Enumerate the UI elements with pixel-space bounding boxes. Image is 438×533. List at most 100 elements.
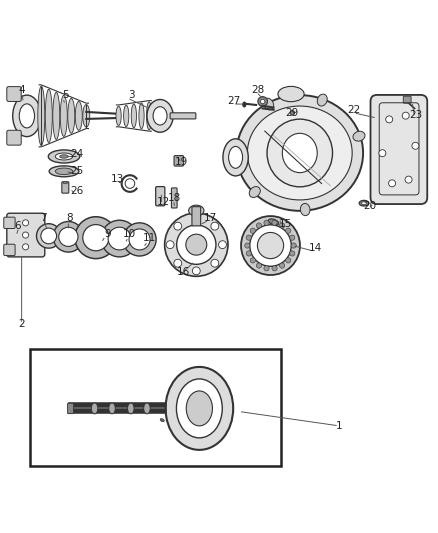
FancyBboxPatch shape [7, 213, 45, 257]
Ellipse shape [278, 86, 304, 102]
FancyBboxPatch shape [174, 156, 184, 166]
Ellipse shape [247, 106, 352, 200]
Text: 5: 5 [62, 91, 69, 100]
Circle shape [192, 267, 200, 275]
Circle shape [174, 222, 182, 230]
FancyBboxPatch shape [7, 87, 21, 101]
Ellipse shape [258, 232, 284, 259]
Ellipse shape [139, 103, 144, 129]
Text: 26: 26 [71, 187, 84, 196]
FancyBboxPatch shape [4, 217, 15, 229]
Text: 10: 10 [123, 229, 136, 239]
Ellipse shape [261, 99, 265, 103]
Ellipse shape [101, 220, 138, 257]
Text: 20: 20 [363, 201, 376, 211]
Ellipse shape [109, 403, 115, 414]
Text: 11: 11 [142, 233, 156, 243]
Circle shape [386, 116, 393, 123]
Ellipse shape [166, 367, 233, 450]
Circle shape [174, 259, 182, 267]
Text: 28: 28 [252, 85, 265, 95]
Ellipse shape [268, 219, 279, 225]
Ellipse shape [63, 182, 67, 184]
Ellipse shape [177, 225, 216, 264]
Ellipse shape [189, 205, 204, 216]
Circle shape [22, 220, 28, 226]
Ellipse shape [229, 147, 243, 168]
FancyBboxPatch shape [192, 207, 201, 226]
FancyBboxPatch shape [62, 182, 69, 193]
FancyBboxPatch shape [67, 403, 74, 414]
Ellipse shape [272, 266, 277, 271]
Text: 8: 8 [67, 214, 73, 223]
Ellipse shape [286, 228, 291, 233]
Text: 3: 3 [128, 91, 135, 100]
Ellipse shape [245, 243, 250, 248]
Circle shape [22, 232, 28, 238]
Ellipse shape [41, 228, 57, 244]
Text: 2: 2 [18, 319, 25, 329]
Ellipse shape [279, 223, 285, 228]
Ellipse shape [177, 379, 222, 438]
Ellipse shape [144, 403, 150, 414]
Circle shape [379, 150, 386, 157]
Text: 24: 24 [71, 149, 84, 159]
Ellipse shape [267, 119, 332, 187]
Text: 22: 22 [348, 105, 361, 115]
Circle shape [192, 215, 200, 222]
Ellipse shape [290, 251, 295, 256]
Circle shape [389, 180, 396, 187]
Text: 27: 27 [228, 96, 241, 107]
FancyBboxPatch shape [170, 113, 196, 119]
Circle shape [22, 244, 28, 250]
FancyBboxPatch shape [4, 244, 15, 256]
Ellipse shape [291, 243, 296, 248]
Text: 9: 9 [104, 229, 111, 239]
Ellipse shape [124, 105, 129, 126]
Ellipse shape [131, 104, 137, 128]
Ellipse shape [147, 100, 173, 132]
Ellipse shape [49, 166, 79, 177]
Ellipse shape [129, 229, 150, 250]
Text: 15: 15 [279, 219, 292, 229]
Ellipse shape [359, 200, 369, 206]
Ellipse shape [147, 102, 152, 130]
Ellipse shape [68, 99, 75, 133]
Ellipse shape [241, 216, 300, 275]
Ellipse shape [272, 220, 277, 225]
Circle shape [412, 142, 419, 149]
Ellipse shape [258, 96, 268, 106]
FancyBboxPatch shape [371, 95, 427, 204]
Ellipse shape [165, 213, 228, 276]
Ellipse shape [249, 187, 260, 198]
Ellipse shape [264, 220, 269, 225]
Ellipse shape [75, 217, 117, 259]
Ellipse shape [246, 235, 251, 240]
Ellipse shape [317, 94, 327, 106]
Ellipse shape [45, 89, 52, 142]
Text: 16: 16 [177, 266, 190, 277]
Ellipse shape [153, 107, 167, 125]
Text: 7: 7 [40, 214, 47, 223]
Text: 23: 23 [410, 110, 423, 119]
Circle shape [211, 259, 219, 267]
Ellipse shape [91, 403, 98, 414]
Circle shape [405, 176, 412, 183]
Ellipse shape [361, 202, 367, 205]
Text: 19: 19 [175, 157, 188, 167]
Ellipse shape [223, 139, 248, 176]
Ellipse shape [83, 224, 109, 251]
Ellipse shape [83, 104, 90, 127]
Ellipse shape [123, 223, 156, 256]
Text: 18: 18 [168, 192, 181, 203]
Ellipse shape [186, 391, 212, 426]
Ellipse shape [75, 101, 82, 130]
Circle shape [211, 222, 219, 230]
Circle shape [219, 241, 226, 248]
Ellipse shape [60, 95, 67, 136]
Ellipse shape [263, 98, 274, 110]
Text: 4: 4 [18, 85, 25, 95]
Ellipse shape [60, 155, 68, 158]
Text: 6: 6 [14, 221, 21, 231]
Text: 13: 13 [111, 174, 124, 184]
